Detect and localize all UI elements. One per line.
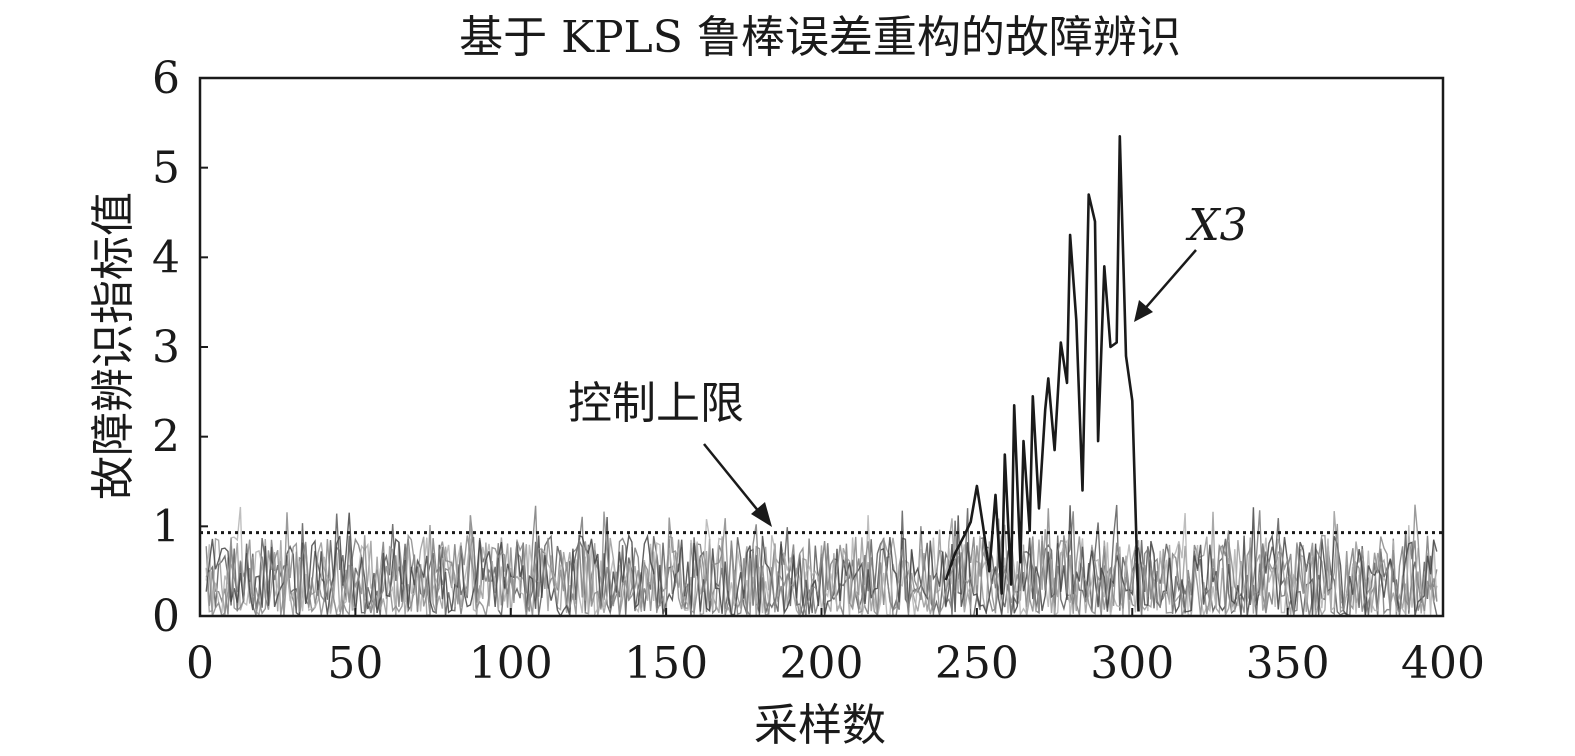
x-tick-label: 150 [624,638,708,689]
x-tick-label: 0 [186,638,214,689]
y-tick-label: 6 [152,53,180,104]
control-limit-annotation: 控制上限 [568,378,744,429]
y-tick-label: 0 [152,591,180,642]
x-axis: 0 50 100 150 200 250 300 350 400 [186,608,1485,689]
x-tick-label: 250 [935,638,1019,689]
x-tick-label: 200 [780,638,864,689]
y-tick-label: 5 [152,143,180,194]
x3-series-annotation: X3 [1185,200,1247,251]
y-tick-label: 4 [152,232,180,283]
y-tick-label: 3 [152,322,180,373]
control-limit-arrow-head [751,502,772,527]
y-axis: 0 1 2 3 4 5 6 [152,53,208,642]
background-series-group [205,504,1438,619]
plot-area-frame [198,76,1445,618]
x3-arrow-shaft [1141,249,1197,313]
x3-arrow-head [1134,300,1153,322]
y-axis-label: 故障辨识指标值 [88,192,139,500]
x-tick-label: 300 [1090,638,1174,689]
x-tick-label: 350 [1246,638,1330,689]
background-series-line-3 [205,511,1438,619]
series-line-x3 [944,135,1140,612]
chart-title: 基于 KPLS 鲁棒误差重构的故障辨识 [459,12,1181,63]
x-tick-label: 400 [1401,638,1485,689]
x-tick-label: 100 [469,638,553,689]
background-series-line-6 [205,504,1438,618]
y-tick-label: 2 [152,412,180,463]
y-tick-label: 1 [152,501,180,552]
control-limit-arrow-shaft [703,443,765,519]
x-tick-label: 50 [327,638,383,689]
x-axis-label: 采样数 [754,700,886,751]
